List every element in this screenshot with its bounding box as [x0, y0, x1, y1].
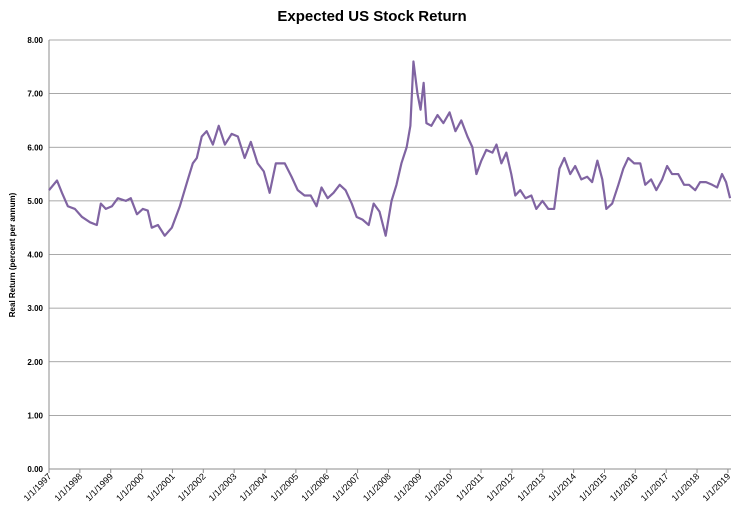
- x-tick-label: 1/1/2013: [515, 471, 547, 503]
- y-axis-label: Real Return (percent per annum): [8, 192, 17, 317]
- x-tick-label: 1/1/2009: [392, 471, 424, 503]
- y-tick-label: 3.00: [27, 304, 43, 313]
- x-tick-label: 1/1/2006: [299, 471, 331, 503]
- x-tick-label: 1/1/2008: [361, 471, 393, 503]
- x-tick-label: 1/1/2011: [454, 471, 485, 502]
- x-tick-label: 1/1/2007: [330, 471, 362, 503]
- x-tick-label: 1/1/2018: [670, 471, 702, 503]
- x-tick-label: 1/1/2004: [238, 471, 270, 503]
- x-tick-label: 1/1/2002: [176, 471, 208, 503]
- y-tick-label: 2.00: [27, 358, 43, 367]
- x-tick-label: 1/1/1998: [52, 471, 84, 503]
- y-tick-label: 4.00: [27, 251, 43, 260]
- x-tick-label: 1/1/2005: [268, 471, 300, 503]
- x-tick-label: 1/1/2000: [114, 471, 146, 503]
- x-tick-label: 1/1/2015: [577, 471, 609, 503]
- y-tick-label: 1.00: [27, 411, 43, 420]
- chart-title: Expected US Stock Return: [277, 8, 466, 25]
- y-tick-label: 6.00: [27, 143, 43, 152]
- x-tick-label: 1/1/2019: [700, 471, 732, 503]
- x-tick-label: 1/1/2001: [145, 471, 177, 503]
- y-tick-label: 7.00: [27, 90, 43, 99]
- x-tick-label: 1/1/2016: [608, 471, 640, 503]
- x-tick-label: 1/1/2010: [423, 471, 455, 503]
- line-series: [48, 60, 732, 237]
- y-tick-label: 8.00: [27, 36, 43, 45]
- y-tick-label: 0.00: [27, 465, 43, 474]
- x-tick-label: 1/1/1997: [22, 471, 54, 503]
- y-tick-label: 5.00: [27, 197, 43, 206]
- x-tick-label: 1/1/2003: [207, 471, 239, 503]
- x-tick-label: 1/1/2012: [484, 471, 516, 503]
- x-tick-label: 1/1/2014: [546, 471, 578, 503]
- x-tick-label: 1/1/1999: [83, 471, 115, 503]
- x-tick-label: 1/1/2017: [639, 471, 671, 503]
